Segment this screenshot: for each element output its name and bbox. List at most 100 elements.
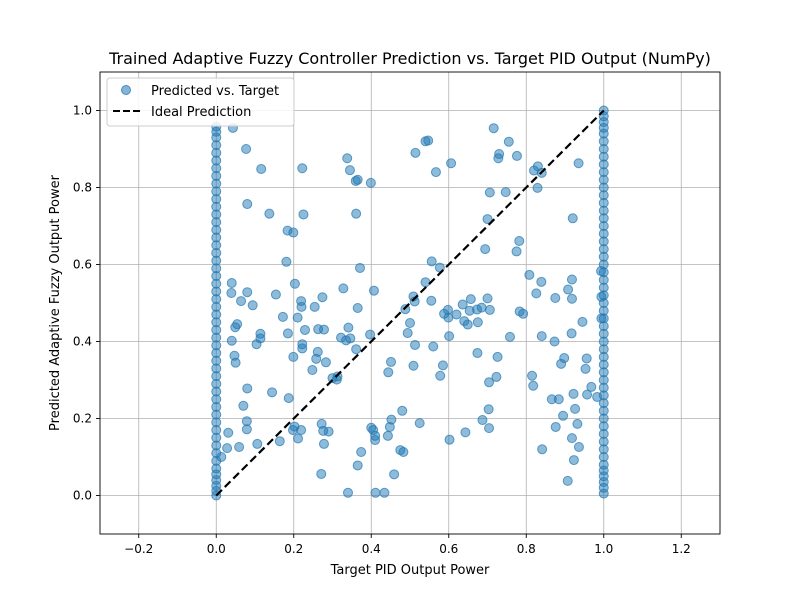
scatter-point: [293, 433, 304, 444]
scatter-point: [242, 383, 253, 394]
scatter-point: [226, 335, 237, 346]
scatter-point: [566, 328, 577, 339]
x-tick-label: 0.8: [517, 542, 536, 556]
scatter-point: [368, 285, 379, 296]
scatter-point: [451, 309, 462, 320]
scatter-point: [383, 367, 394, 378]
scatter-point: [504, 331, 515, 342]
scatter-point: [531, 288, 542, 299]
scatter-point: [292, 312, 303, 323]
scatter-point: [251, 339, 262, 350]
scatter-point: [316, 468, 327, 479]
scatter-point: [482, 214, 493, 225]
scatter-point: [423, 135, 434, 146]
chart-title: Trained Adaptive Fuzzy Controller Predic…: [108, 49, 711, 68]
legend-box: [106, 77, 295, 127]
x-tick-label: 1.2: [672, 542, 691, 556]
scatter-point: [586, 381, 597, 392]
scatter-point: [511, 150, 522, 161]
scatter-point: [457, 299, 468, 310]
scatter-point: [241, 424, 252, 435]
scatter-point: [536, 331, 547, 342]
scatter-point: [398, 447, 409, 457]
scatter-point: [414, 418, 425, 429]
scatter-point: [282, 328, 293, 339]
scatter-point: [351, 344, 362, 355]
scatter-point: [252, 438, 263, 449]
scatter-point: [352, 303, 363, 314]
scatter-point: [491, 371, 502, 382]
scatter-point: [570, 403, 581, 414]
scatter-point: [230, 357, 241, 368]
scatter-point: [472, 317, 483, 328]
y-axis-label: Predicted Adaptive Fuzzy Output Power: [48, 174, 63, 431]
scatter-point: [298, 209, 309, 220]
scatter-point: [527, 370, 538, 381]
scatter-point: [582, 389, 593, 400]
scatter-point: [389, 469, 400, 480]
scatter-point: [488, 123, 499, 134]
scatter-point: [264, 208, 275, 219]
scatter-point: [238, 400, 249, 411]
x-tick-label: 0.2: [284, 542, 303, 556]
axis-ticks: −0.2 0.0 0.2 0.4 0.6 0.8 1.0 1.2 0.0 0.2 0.4 0.6 0.8…: [73, 104, 691, 557]
scatter-point: [299, 324, 310, 335]
scatter-series: [211, 105, 609, 501]
scatter-point: [460, 427, 471, 438]
scatter-point: [480, 244, 491, 255]
scatter-point: [426, 256, 437, 267]
scatter-point: [386, 414, 397, 425]
scatter-point: [386, 356, 397, 367]
x-axis-label: Target PID Output Power: [330, 563, 490, 578]
scatter-point: [318, 438, 329, 449]
scatter-point: [226, 287, 237, 298]
scatter-point: [408, 360, 419, 371]
scatter-point: [230, 322, 241, 333]
scatter-point: [223, 427, 234, 438]
scatter-point: [234, 441, 245, 452]
scatter-point: [370, 430, 381, 441]
scatter-point: [365, 177, 376, 188]
x-tick-label: 0.4: [362, 542, 381, 556]
scatter-point: [511, 246, 522, 257]
scatter-point: [382, 430, 393, 441]
scatter-point: [484, 187, 495, 198]
scatter-point: [307, 364, 318, 375]
scatter-point: [492, 351, 503, 362]
scatter-point: [532, 182, 543, 193]
scatter-point: [553, 394, 564, 405]
scatter-point: [549, 336, 560, 347]
y-tick-label: 0.2: [73, 412, 92, 426]
scatter-point: [247, 300, 258, 311]
scatter-point: [536, 276, 547, 287]
scatter-point: [289, 278, 300, 289]
scatter-point: [410, 339, 421, 350]
scatter-point: [484, 423, 495, 434]
scatter-point: [297, 343, 308, 354]
scatter-point: [500, 187, 511, 198]
scatter-point: [311, 353, 322, 364]
scatter-point: [351, 208, 362, 219]
scatter-point: [352, 460, 363, 471]
ideal-prediction-line: [215, 109, 605, 497]
y-tick-label: 0.6: [73, 258, 92, 272]
scatter-point: [318, 324, 329, 335]
scatter-point: [537, 444, 548, 455]
scatter-point: [379, 487, 390, 498]
scatter-point: [484, 377, 495, 388]
scatter-point: [581, 353, 592, 364]
scatter-point: [296, 301, 307, 312]
x-tick-label: 0.6: [439, 542, 458, 556]
scatter-point: [477, 415, 488, 426]
scatter-point: [344, 165, 355, 176]
scatter-point: [343, 487, 353, 498]
scatter-point: [355, 262, 366, 273]
scatter-point: [566, 274, 577, 285]
ideal-line-series: [215, 109, 605, 497]
scatter-point: [472, 348, 483, 359]
scatter-point: [343, 322, 354, 333]
scatter-point: [410, 147, 421, 158]
scatter-point: [296, 425, 307, 436]
scatter-point: [572, 418, 583, 429]
